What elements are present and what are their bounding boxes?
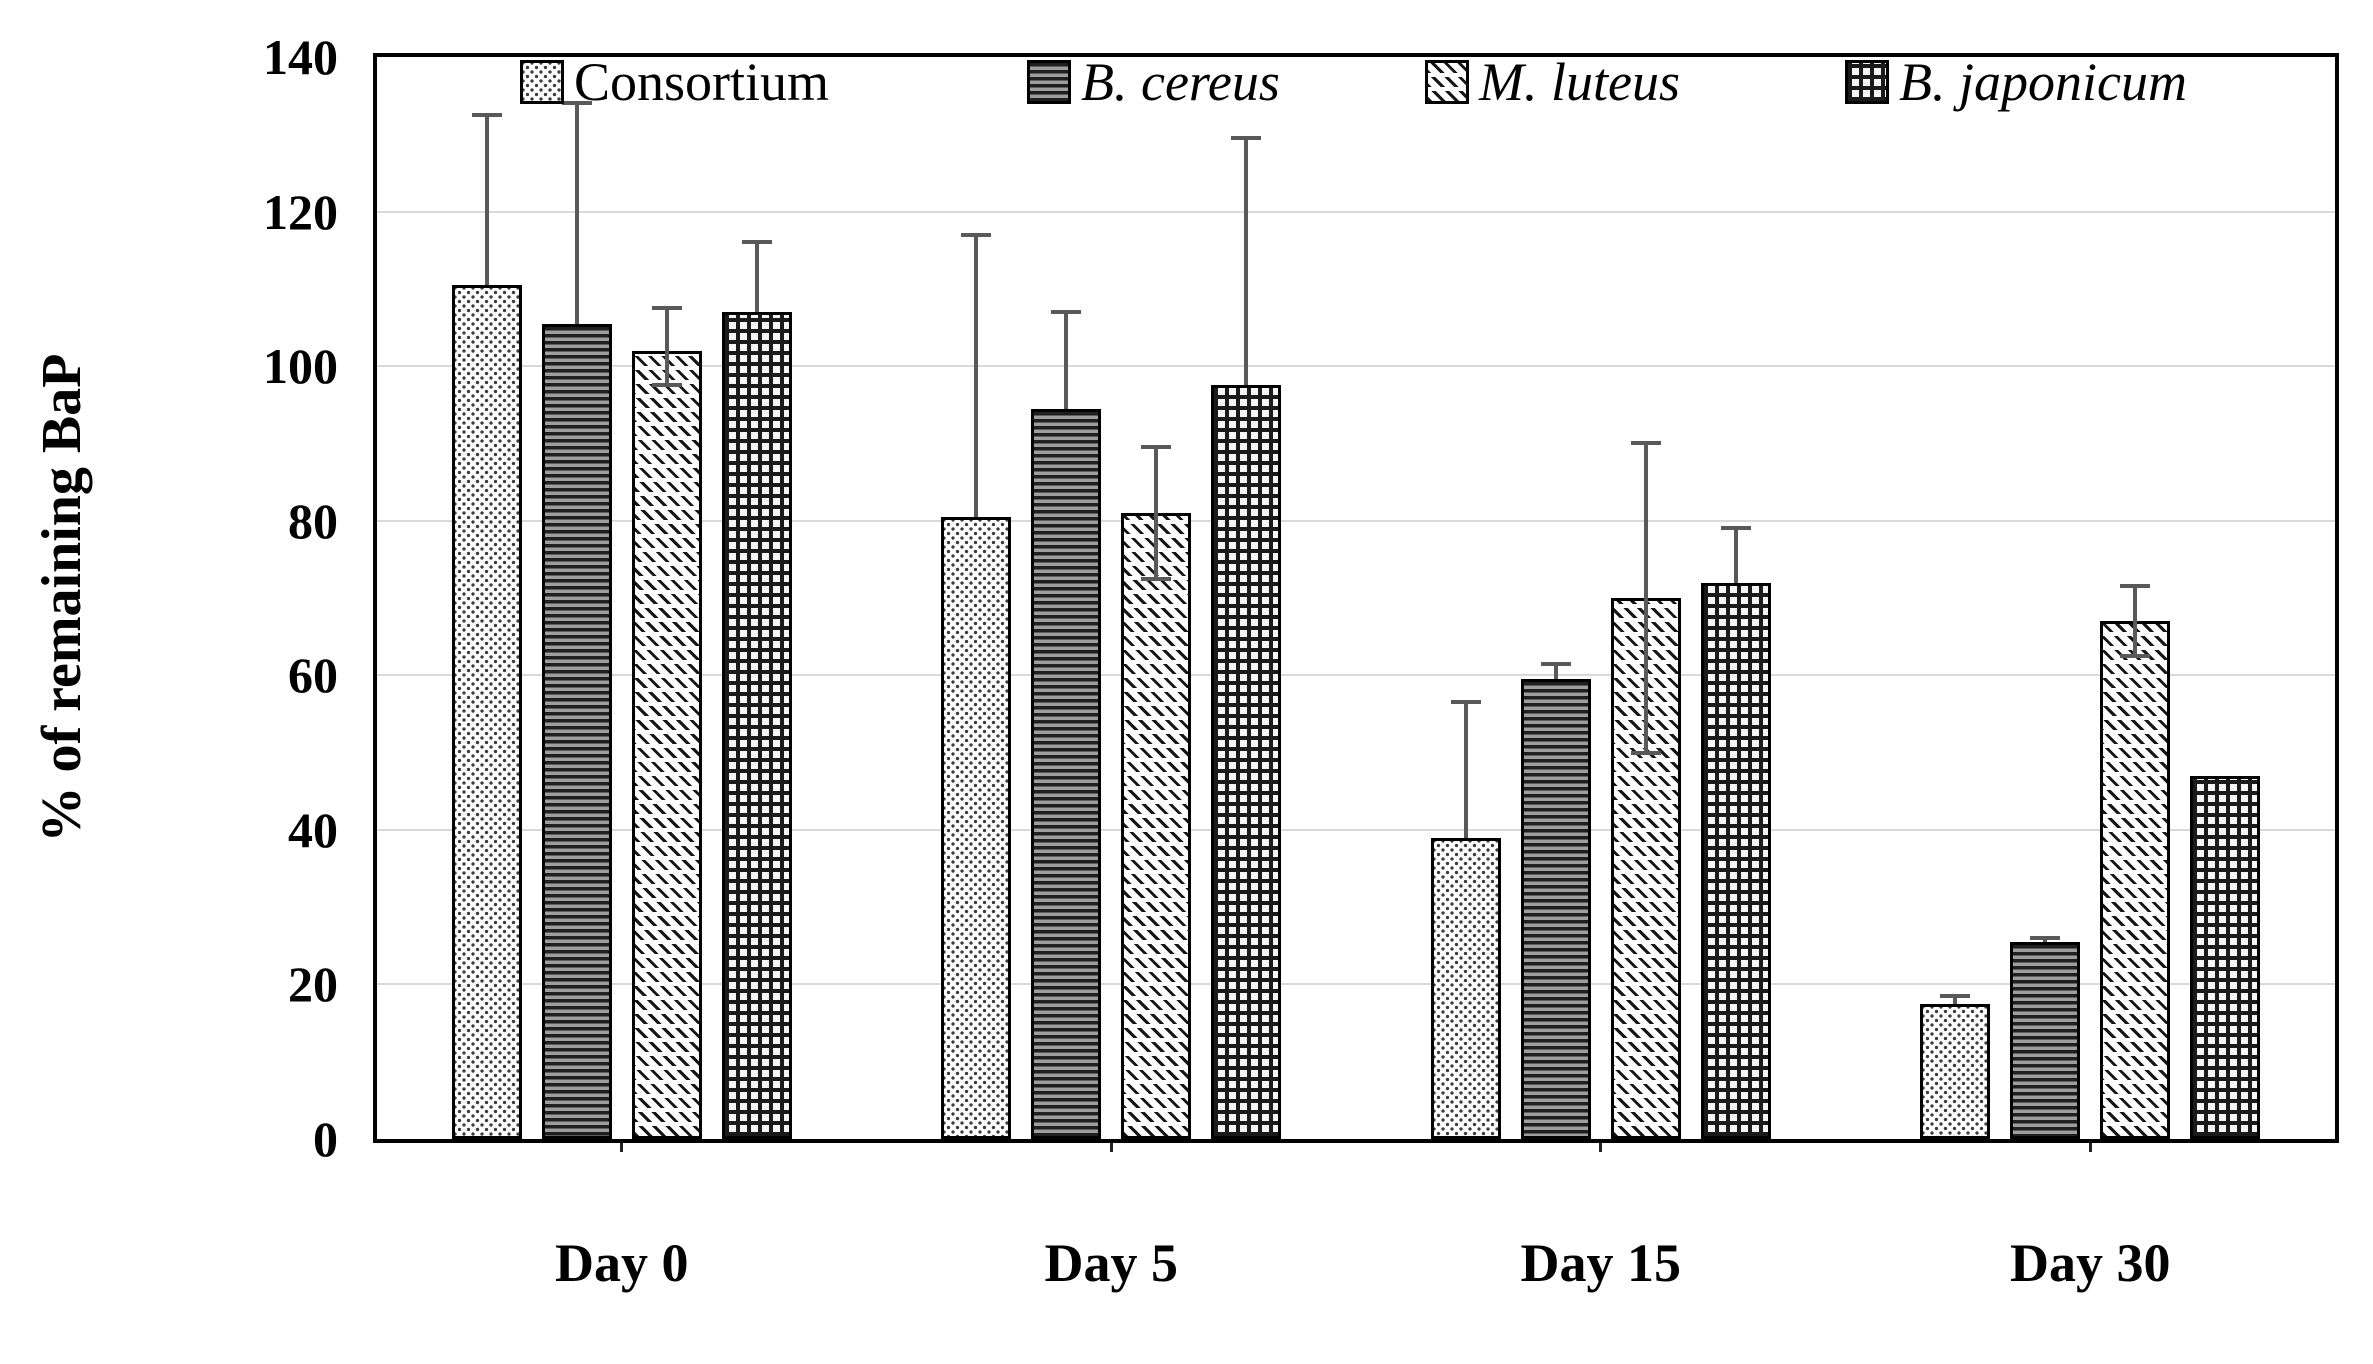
error-bar bbox=[1154, 447, 1159, 579]
bar-m-luteus-day-5 bbox=[1121, 513, 1192, 1139]
error-bar bbox=[1643, 443, 1648, 753]
bar-consortium-day-0 bbox=[451, 285, 522, 1139]
error-bar bbox=[574, 103, 579, 324]
error-bar bbox=[974, 234, 979, 517]
error-bar-cap-bottom bbox=[2120, 653, 2151, 658]
x-axis-tick bbox=[1109, 1143, 1113, 1152]
error-bar-cap-top bbox=[961, 232, 992, 237]
bar-group-day-5 bbox=[867, 57, 1357, 1139]
error-bar-cap-top bbox=[1450, 700, 1481, 705]
bar-b-cereus-day-5 bbox=[1031, 408, 1102, 1139]
legend-item-m-luteus: M. luteus bbox=[1425, 52, 1680, 112]
error-bar-cap-top bbox=[741, 240, 772, 245]
x-axis-label-day-15: Day 15 bbox=[1520, 1233, 1682, 1293]
x-axis-tick bbox=[2088, 1143, 2092, 1152]
legend-label-b-cereus: B. cereus bbox=[1081, 52, 1280, 112]
plot-area bbox=[373, 53, 2339, 1143]
y-tick-label-0: 0 bbox=[313, 1111, 338, 1167]
legend-swatch-hlines bbox=[1027, 60, 1071, 104]
error-bar bbox=[754, 242, 759, 313]
legend-item-consortium: Consortium bbox=[520, 52, 830, 112]
y-tick-label-20: 20 bbox=[288, 956, 338, 1013]
error-bar-cap-top bbox=[1940, 994, 1971, 999]
error-bar-cap-top bbox=[1540, 661, 1571, 666]
legend-swatch-grid bbox=[1845, 60, 1889, 104]
gridline-80 bbox=[377, 519, 2335, 522]
error-bar-cap-top bbox=[2030, 936, 2061, 941]
error-bar bbox=[484, 114, 489, 285]
x-axis-label-day-5: Day 5 bbox=[1044, 1233, 1179, 1293]
error-bar-cap-top bbox=[651, 306, 682, 311]
bar-b-japonicum-day-0 bbox=[721, 312, 792, 1139]
bar-b-japonicum-day-30 bbox=[2190, 775, 2261, 1139]
error-bar bbox=[2133, 586, 2138, 656]
error-bar-cap-top bbox=[1051, 310, 1082, 315]
gridline-20 bbox=[377, 983, 2335, 986]
y-tick-label-100: 100 bbox=[263, 338, 338, 395]
gridline-40 bbox=[377, 828, 2335, 831]
gridline-100 bbox=[377, 365, 2335, 368]
legend-item-b-japonicum: B. japonicum bbox=[1845, 52, 2187, 112]
error-bar bbox=[1733, 528, 1738, 583]
bar-group-day-30 bbox=[1846, 57, 2336, 1139]
error-bar-cap-top bbox=[1231, 136, 1262, 141]
error-bar-cap-top bbox=[561, 101, 592, 106]
error-bar bbox=[1553, 663, 1558, 680]
error-bar-cap-bottom bbox=[1630, 750, 1661, 755]
error-bar-cap-bottom bbox=[1141, 576, 1172, 581]
y-tick-label-120: 120 bbox=[263, 183, 338, 240]
error-bar-cap-top bbox=[2120, 584, 2151, 589]
x-axis-label-day-30: Day 30 bbox=[2010, 1233, 2171, 1293]
y-tick-label-80: 80 bbox=[288, 492, 338, 549]
x-axis-label-day-0: Day 0 bbox=[555, 1233, 689, 1293]
legend-swatch-diag bbox=[1425, 60, 1469, 104]
error-bar bbox=[664, 308, 669, 386]
error-bar-cap-top bbox=[1141, 445, 1172, 450]
gridline-120 bbox=[377, 210, 2335, 213]
bar-b-cereus-day-0 bbox=[541, 323, 612, 1139]
x-axis-tick bbox=[1599, 1143, 1603, 1152]
bar-consortium-day-30 bbox=[1920, 1003, 1991, 1139]
y-axis-title: % of remaining BaP bbox=[31, 353, 93, 843]
bar-b-japonicum-day-5 bbox=[1211, 385, 1282, 1139]
bar-m-luteus-day-0 bbox=[631, 350, 702, 1139]
error-bar-cap-top bbox=[1720, 526, 1751, 531]
legend-label-m-luteus: M. luteus bbox=[1479, 52, 1680, 112]
legend-swatch-dots bbox=[520, 60, 564, 104]
bar-group-day-15 bbox=[1356, 57, 1846, 1139]
legend-item-b-cereus: B. cereus bbox=[1027, 52, 1280, 112]
y-tick-label-60: 60 bbox=[288, 647, 338, 704]
legend-label-consortium: Consortium bbox=[574, 52, 830, 112]
bar-b-cereus-day-15 bbox=[1520, 679, 1591, 1139]
y-tick-label-140: 140 bbox=[263, 29, 338, 85]
error-bar-cap-bottom bbox=[651, 383, 682, 388]
y-tick-label-40: 40 bbox=[288, 801, 338, 858]
bar-consortium-day-5 bbox=[941, 516, 1012, 1139]
bar-consortium-day-15 bbox=[1430, 837, 1501, 1139]
bar-m-luteus-day-30 bbox=[2100, 621, 2171, 1139]
error-bar bbox=[1953, 996, 1958, 1004]
error-bar bbox=[1463, 702, 1468, 838]
x-axis-tick bbox=[620, 1143, 624, 1152]
bar-group-day-0 bbox=[377, 57, 867, 1139]
legend-label-b-japonicum: B. japonicum bbox=[1899, 52, 2187, 112]
bar-b-cereus-day-30 bbox=[2010, 941, 2081, 1139]
error-bar bbox=[1064, 312, 1069, 409]
error-bar-cap-top bbox=[1630, 441, 1661, 446]
bar-b-japonicum-day-15 bbox=[1700, 582, 1771, 1139]
gridline-60 bbox=[377, 674, 2335, 677]
error-bar bbox=[1244, 138, 1249, 386]
error-bar-cap-top bbox=[471, 112, 502, 117]
